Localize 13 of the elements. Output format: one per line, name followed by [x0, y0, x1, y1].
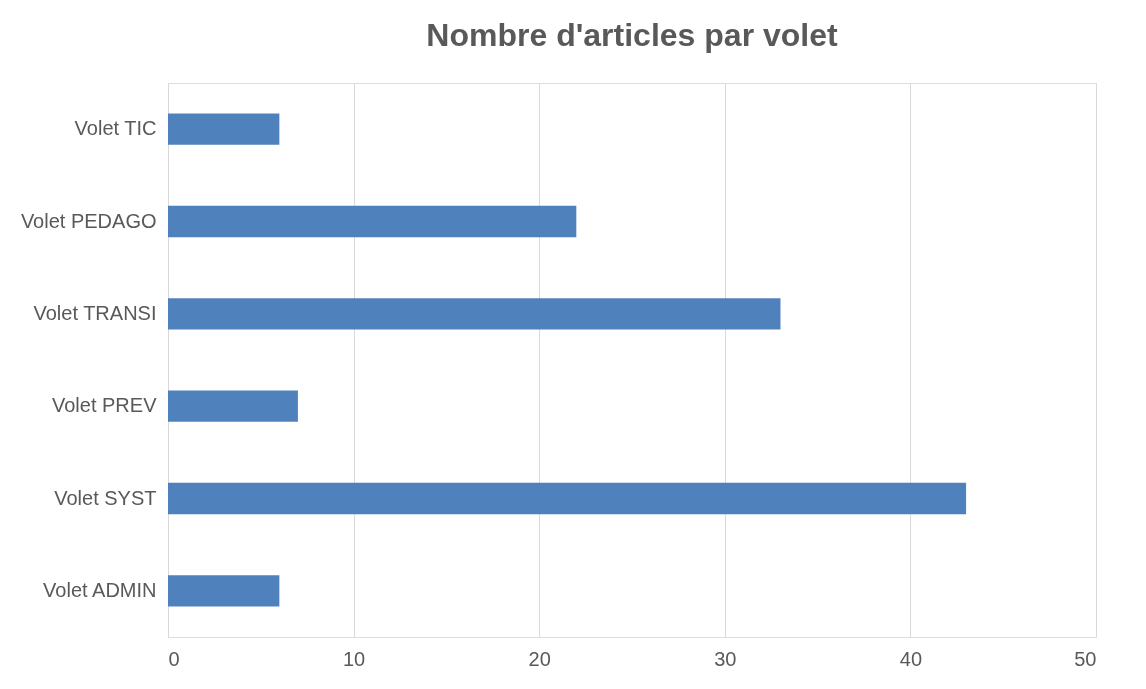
y-tick-label: Volet SYST [54, 486, 157, 509]
y-tick-label: Volet PREV [51, 394, 158, 417]
x-tick-label: 50 [1074, 647, 1097, 670]
y-tick-label: Volet PEDAGO [20, 209, 157, 232]
x-tick-label: 10 [342, 647, 366, 670]
y-tick-label: Volet TIC [74, 117, 157, 140]
y-tick-label: Volet TRANSI [33, 301, 157, 324]
chart-title: Nombre d'articles par volet [426, 17, 838, 53]
x-tick-label: 0 [168, 647, 180, 670]
y-tick-label: Volet ADMIN [43, 578, 157, 601]
x-tick-label: 20 [528, 647, 551, 670]
x-tick-label: 40 [899, 647, 923, 670]
x-tick-label: 30 [714, 647, 737, 670]
